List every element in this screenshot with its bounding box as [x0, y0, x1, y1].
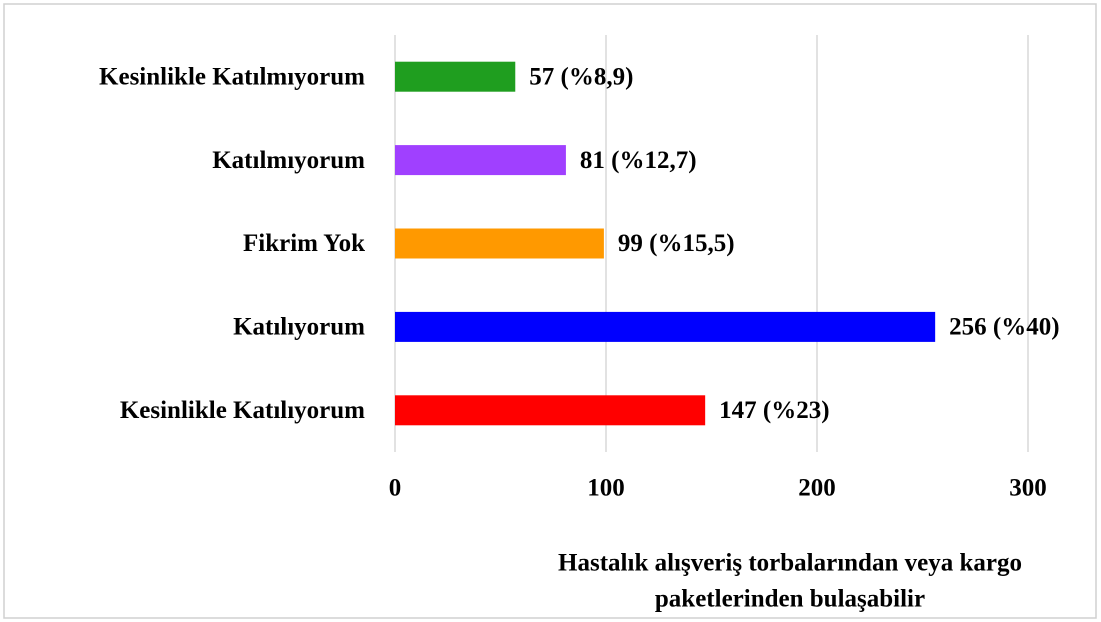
y-tick-label: Kesinlikle Katılıyorum [120, 397, 365, 424]
x-axis-title: paketlerinden bulaşabilir [655, 586, 925, 613]
y-tick-label: Katılmıyorum [212, 147, 365, 174]
bar [395, 145, 566, 176]
y-tick-label: Kesinlikle Katılmıyorum [99, 63, 365, 90]
value-label: 147 (%23) [719, 397, 829, 424]
y-tick-label: Fikrim Yok [243, 230, 365, 257]
value-label: 256 (%40) [949, 314, 1059, 341]
x-tick-label: 200 [798, 475, 836, 502]
bar [395, 395, 706, 426]
x-tick-label: 300 [1009, 475, 1047, 502]
x-axis-title: Hastalık alışveriş torbalarından veya ka… [558, 550, 1022, 577]
value-label: 57 (%8,9) [529, 63, 633, 90]
chart-border [3, 3, 1097, 619]
value-label: 81 (%12,7) [580, 147, 697, 174]
bar [395, 61, 516, 92]
bar [395, 311, 936, 342]
y-tick-label: Katılıyorum [233, 314, 365, 341]
bar [395, 228, 604, 259]
value-label: 99 (%15,5) [618, 230, 735, 257]
x-tick-label: 0 [389, 475, 402, 502]
x-tick-label: 100 [587, 475, 625, 502]
